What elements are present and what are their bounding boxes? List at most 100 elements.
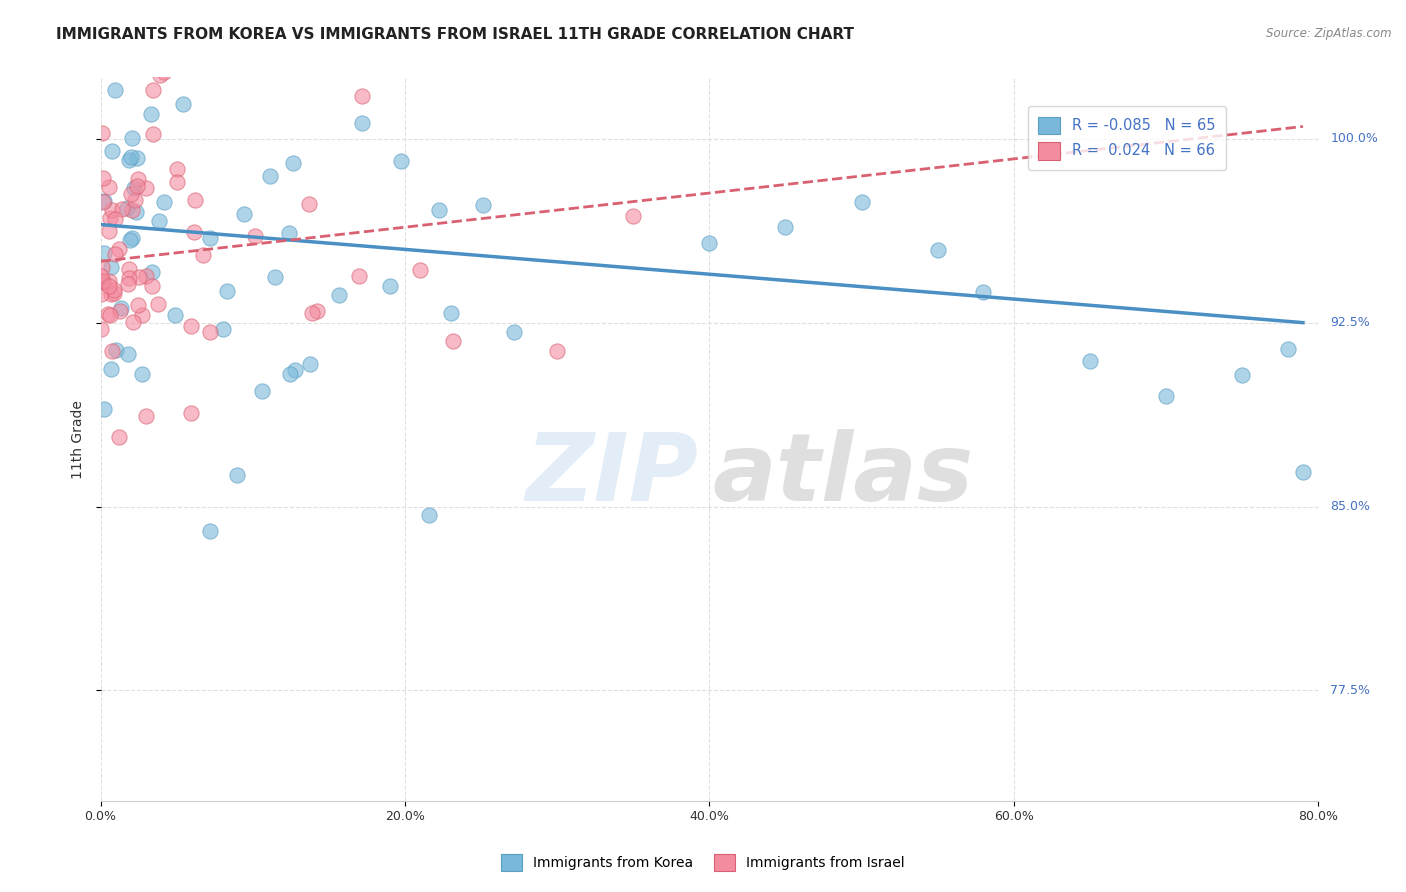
Point	[278, 226, 301, 240]
Point	[121, 231, 143, 245]
Point	[775, 219, 797, 234]
Point	[142, 83, 165, 97]
Point	[183, 225, 205, 239]
Point	[111, 202, 134, 216]
Point	[193, 248, 215, 262]
Point	[1292, 465, 1315, 479]
Point	[349, 268, 371, 283]
Point	[98, 211, 121, 226]
Point	[546, 343, 568, 358]
Text: 92.5%: 92.5%	[1330, 316, 1369, 329]
Point	[131, 308, 153, 322]
Point	[125, 204, 148, 219]
Point	[149, 69, 172, 83]
Point	[120, 233, 142, 247]
Point	[1230, 368, 1253, 382]
Point	[103, 283, 125, 297]
Point	[101, 343, 124, 358]
Point	[121, 131, 143, 145]
Point	[108, 242, 131, 256]
Point	[297, 22, 319, 37]
Point	[972, 285, 994, 299]
Point	[91, 170, 114, 185]
Point	[409, 263, 432, 277]
Point	[153, 194, 176, 209]
Point	[128, 270, 150, 285]
Point	[159, 20, 181, 34]
Point	[90, 322, 112, 336]
Point	[418, 508, 440, 523]
Point	[91, 126, 114, 140]
Point	[1078, 354, 1101, 368]
Point	[350, 89, 373, 103]
Point	[328, 288, 350, 302]
Point	[1154, 389, 1177, 403]
Point	[117, 347, 139, 361]
Point	[91, 274, 114, 288]
Point	[118, 261, 141, 276]
Point	[98, 224, 121, 238]
Point	[1277, 343, 1299, 357]
Point	[142, 128, 165, 142]
Point	[172, 96, 194, 111]
Text: atlas: atlas	[713, 429, 974, 521]
Point	[472, 198, 495, 212]
Point	[100, 308, 122, 322]
Text: 77.5%: 77.5%	[1330, 684, 1371, 697]
Point	[124, 181, 146, 195]
Point	[621, 209, 644, 223]
Point	[90, 260, 112, 274]
Point	[127, 298, 149, 312]
Point	[108, 429, 131, 443]
Point	[389, 153, 412, 168]
Point	[135, 180, 157, 194]
Point	[100, 260, 122, 274]
Point	[105, 343, 128, 358]
Point	[103, 285, 125, 300]
Point	[152, 65, 174, 79]
Point	[305, 303, 328, 318]
Legend: Immigrants from Korea, Immigrants from Israel: Immigrants from Korea, Immigrants from I…	[496, 848, 910, 876]
Point	[90, 275, 112, 289]
Point	[120, 186, 142, 201]
Point	[93, 246, 115, 260]
Point	[226, 467, 249, 482]
Point	[278, 367, 301, 381]
Point	[121, 202, 143, 217]
Point	[198, 325, 221, 339]
Point	[180, 319, 202, 334]
Text: 85.0%: 85.0%	[1330, 500, 1371, 513]
Point	[503, 325, 526, 339]
Point	[180, 406, 202, 420]
Point	[111, 35, 134, 49]
Point	[100, 287, 122, 301]
Point	[131, 367, 153, 381]
Y-axis label: 11th Grade: 11th Grade	[72, 400, 86, 478]
Point	[440, 306, 463, 320]
Point	[101, 144, 124, 158]
Point	[139, 106, 162, 120]
Point	[259, 169, 281, 183]
Point	[90, 274, 112, 288]
Point	[98, 180, 121, 194]
Point	[250, 384, 273, 398]
Point	[148, 214, 170, 228]
Point	[93, 401, 115, 416]
Text: Source: ZipAtlas.com: Source: ZipAtlas.com	[1267, 27, 1392, 40]
Point	[232, 207, 254, 221]
Point	[350, 116, 373, 130]
Point	[298, 196, 321, 211]
Point	[93, 194, 115, 209]
Point	[97, 274, 120, 288]
Point	[117, 277, 139, 292]
Point	[141, 265, 163, 279]
Point	[284, 363, 307, 377]
Point	[211, 322, 233, 336]
Legend: R = -0.085   N = 65, R =  0.024   N = 66: R = -0.085 N = 65, R = 0.024 N = 66	[1028, 106, 1226, 169]
Point	[184, 193, 207, 207]
Point	[215, 284, 238, 298]
Point	[200, 231, 222, 245]
Point	[91, 194, 114, 209]
Point	[104, 83, 127, 97]
Text: 100.0%: 100.0%	[1330, 132, 1378, 145]
